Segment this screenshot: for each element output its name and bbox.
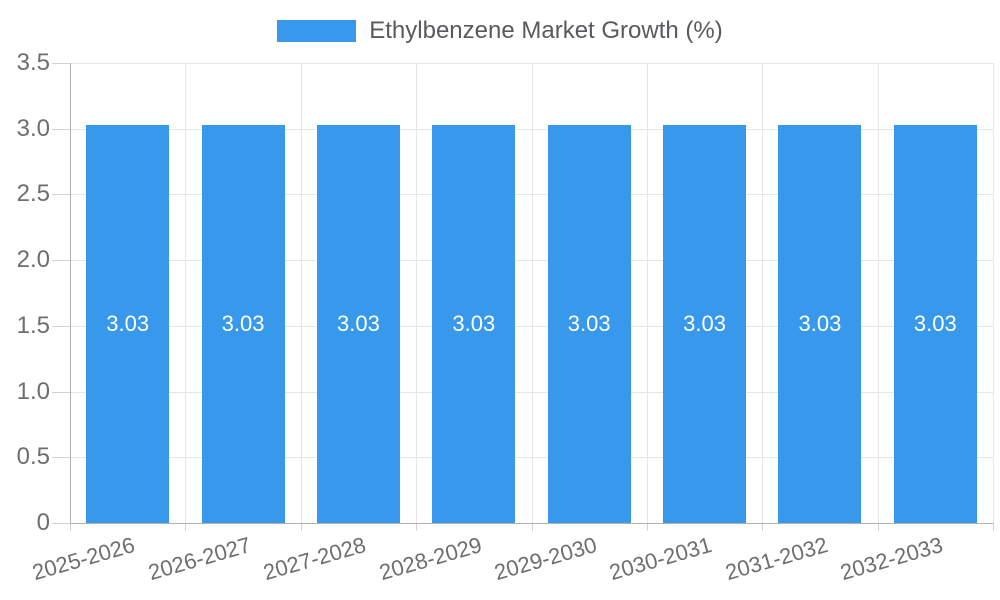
y-axis-tick-label: 3.5	[16, 49, 50, 76]
gridline-vertical	[993, 63, 994, 523]
y-axis-line	[70, 63, 71, 523]
x-axis-tick	[70, 523, 71, 531]
x-axis-tick-label: 2028-2029	[376, 532, 485, 586]
bar-2030-2031[interactable]: 3.03	[663, 124, 747, 523]
x-axis-tick-label: 2026-2027	[145, 532, 254, 586]
x-axis-tick	[416, 523, 418, 531]
y-axis-tick	[52, 457, 70, 459]
bar-value-label: 3.03	[798, 310, 842, 336]
legend-item-ethylbenzene[interactable]: Ethylbenzene Market Growth (%)	[277, 17, 723, 44]
y-axis-tick	[52, 325, 70, 327]
gridline-vertical	[877, 63, 879, 523]
y-axis-tick-label: 0	[36, 509, 50, 536]
x-axis-tick-label: 2031-2032	[722, 532, 831, 586]
x-axis-tick	[762, 523, 764, 531]
x-axis-tick-label: 2029-2030	[491, 532, 600, 586]
chart-legend: Ethylbenzene Market Growth (%)	[0, 19, 1000, 43]
y-axis-tick	[52, 523, 70, 524]
x-axis-tick	[300, 523, 302, 531]
gridline-vertical	[531, 63, 533, 523]
y-axis-tick-label: 0.5	[16, 443, 50, 471]
bar-value-label: 3.03	[683, 310, 726, 336]
y-axis-tick	[52, 260, 70, 262]
legend-label: Ethylbenzene Market Growth (%)	[369, 17, 723, 44]
bar-value-label: 3.03	[567, 310, 611, 336]
y-axis-tick	[52, 128, 70, 130]
bar-2028-2029[interactable]: 3.03	[432, 124, 516, 523]
bar-value-label: 3.03	[452, 310, 496, 336]
y-axis-tick-label: 1.0	[16, 377, 50, 405]
y-axis-tick	[52, 194, 70, 196]
gridline-vertical	[762, 63, 764, 523]
bar-value-label: 3.03	[913, 310, 957, 336]
bar-2032-2033[interactable]: 3.03	[893, 124, 977, 523]
legend-color-swatch	[277, 20, 357, 42]
y-axis-tick	[52, 391, 70, 393]
bar-2027-2028[interactable]: 3.03	[316, 124, 400, 523]
gridline-vertical	[416, 63, 418, 523]
x-axis-tick	[531, 523, 533, 531]
x-axis-tick-label: 2025-2026	[29, 532, 139, 586]
x-axis-tick	[877, 523, 879, 531]
y-axis-tick-label: 2.5	[16, 180, 50, 208]
bar-2025-2026[interactable]: 3.03	[86, 124, 170, 523]
bar-value-label: 3.03	[337, 310, 380, 336]
x-axis-tick	[646, 523, 648, 531]
bar-2029-2030[interactable]: 3.03	[547, 124, 631, 523]
x-axis-tick	[993, 523, 994, 531]
x-axis-tick-label: 2032-2033	[837, 532, 946, 586]
y-axis-tick	[52, 63, 70, 64]
x-axis-line	[70, 523, 993, 524]
bar-2026-2027[interactable]: 3.03	[201, 124, 285, 523]
gridline-vertical	[185, 63, 187, 523]
bar-value-label: 3.03	[221, 310, 265, 336]
x-axis-tick	[185, 523, 187, 531]
gridline-vertical	[300, 63, 302, 523]
x-axis-tick-label: 2027-2028	[260, 532, 369, 586]
y-axis-tick-label: 3.0	[16, 114, 50, 142]
gridline-vertical	[646, 63, 648, 523]
bar-2031-2032[interactable]: 3.03	[778, 124, 862, 523]
x-axis-tick-label: 2030-2031	[606, 532, 715, 586]
y-axis-tick-label: 1.5	[16, 311, 50, 339]
bar-value-label: 3.03	[106, 310, 150, 336]
y-axis-tick-label: 2.0	[16, 246, 50, 274]
